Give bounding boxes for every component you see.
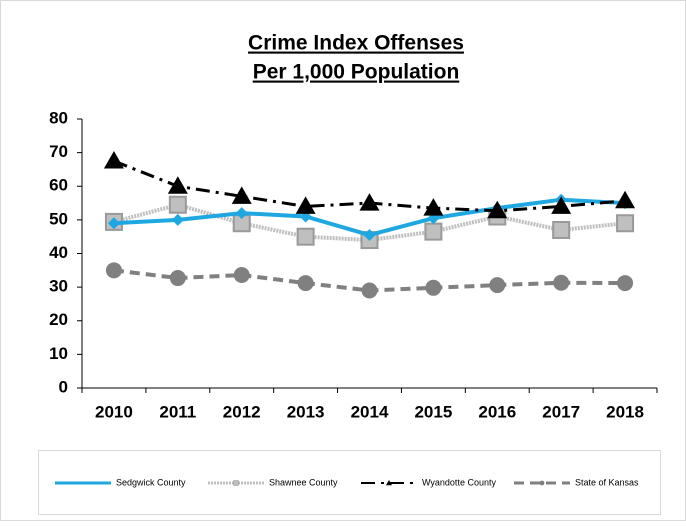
x-tick-label: 2010 [95,402,133,421]
marker [553,274,570,291]
marker [103,151,124,169]
marker [81,481,85,485]
marker [167,176,188,194]
marker [489,277,506,294]
marker [295,196,316,214]
marker [615,190,636,209]
y-tick-label: 40 [49,243,68,262]
marker [296,227,315,246]
legend-label: Sedgwick County [116,477,186,487]
x-tick-label: 2014 [351,402,389,421]
marker [424,222,443,241]
marker [169,270,186,287]
marker [539,480,545,486]
y-tick-label: 50 [49,209,68,228]
marker [617,275,634,292]
y-tick-label: 80 [49,108,68,127]
marker [551,196,572,214]
marker [105,262,122,279]
marker [359,193,380,211]
marker [552,220,571,239]
legend-label: Shawnee County [269,477,338,487]
marker [363,229,376,242]
marker [233,267,250,284]
marker [297,275,314,292]
y-tick-label: 60 [49,176,68,195]
marker [168,195,187,214]
marker [231,186,252,204]
y-tick-label: 30 [49,277,68,296]
legend-label: State of Kansas [575,477,639,487]
marker [107,217,120,230]
marker [425,279,442,296]
y-tick-label: 20 [49,310,68,329]
marker [233,480,239,486]
x-tick-label: 2018 [606,402,644,421]
x-tick-label: 2016 [478,402,516,421]
x-tick-label: 2015 [414,402,452,421]
chart-title: Per 1,000 Population [253,61,460,84]
x-tick-label: 2017 [542,402,580,421]
marker [235,207,248,220]
x-tick-label: 2013 [287,402,325,421]
legend-label: Wyandotte County [422,477,496,487]
legend-box [38,450,661,515]
x-tick-label: 2012 [223,402,261,421]
y-tick-label: 70 [49,142,68,161]
y-tick-label: 10 [49,344,68,363]
chart-title: Crime Index Offenses [248,32,464,55]
marker [361,282,378,299]
y-tick-label: 0 [59,377,68,396]
marker [487,200,508,219]
x-tick-label: 2011 [159,402,196,421]
marker [616,214,635,233]
marker [423,198,444,216]
marker [386,480,392,486]
marker [171,213,184,226]
